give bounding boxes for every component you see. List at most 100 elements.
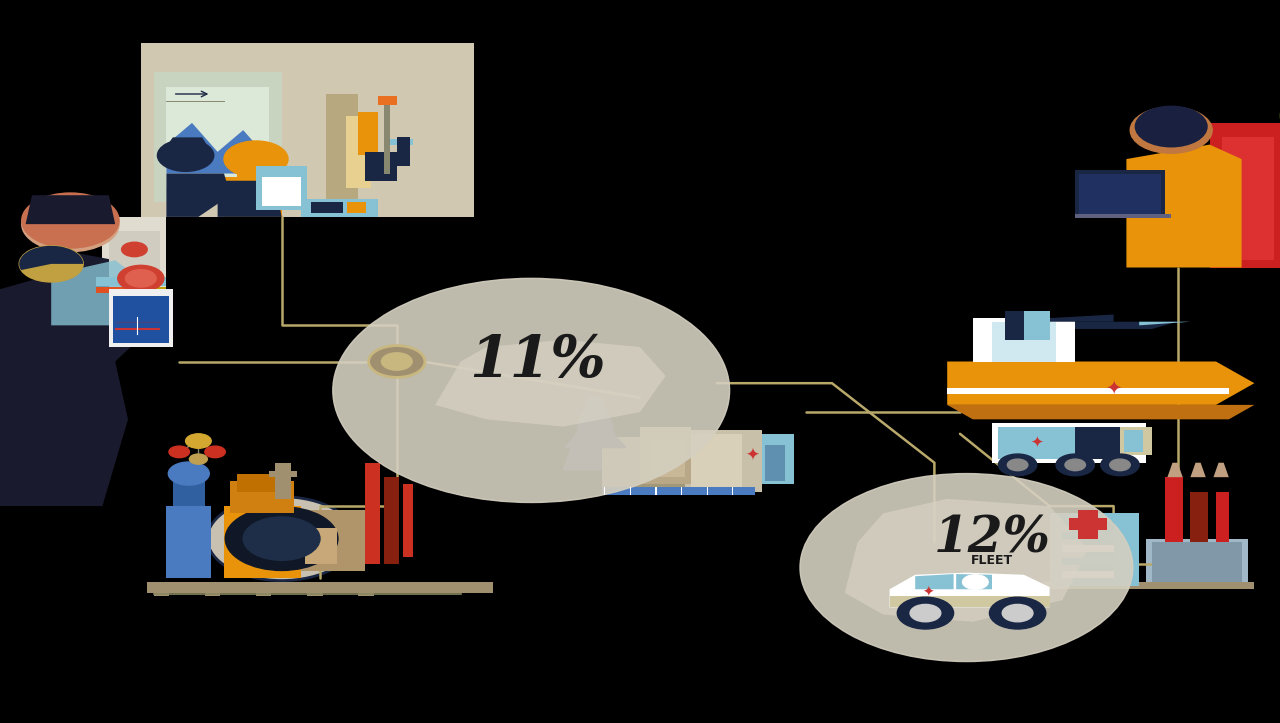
Bar: [384, 477, 399, 564]
Bar: [1078, 510, 1098, 539]
Bar: [390, 139, 413, 145]
Polygon shape: [890, 596, 1050, 607]
Bar: [224, 506, 301, 578]
Circle shape: [381, 353, 412, 370]
Bar: [154, 582, 169, 596]
Bar: [691, 434, 742, 492]
Bar: [378, 96, 397, 105]
Polygon shape: [890, 573, 1050, 607]
Bar: [397, 137, 410, 166]
Bar: [237, 474, 282, 492]
Circle shape: [157, 140, 214, 171]
Circle shape: [189, 454, 207, 464]
Bar: [326, 94, 358, 202]
Polygon shape: [237, 163, 275, 177]
Circle shape: [1065, 459, 1085, 471]
Bar: [762, 434, 794, 484]
Bar: [992, 423, 1146, 463]
Bar: [1024, 311, 1050, 340]
Polygon shape: [956, 574, 992, 589]
Polygon shape: [1167, 463, 1183, 477]
Bar: [1050, 513, 1139, 586]
Bar: [305, 528, 337, 564]
Bar: [358, 112, 378, 155]
Bar: [358, 582, 374, 596]
Bar: [1005, 311, 1043, 340]
Bar: [96, 277, 166, 286]
Circle shape: [910, 604, 941, 622]
Bar: [256, 166, 307, 210]
Circle shape: [169, 462, 209, 485]
Polygon shape: [1190, 463, 1206, 477]
Bar: [166, 506, 211, 578]
Circle shape: [205, 446, 225, 458]
Polygon shape: [576, 412, 614, 427]
Bar: [1146, 539, 1248, 586]
Bar: [256, 582, 271, 596]
Text: 12%: 12%: [933, 514, 1051, 563]
Circle shape: [1002, 604, 1033, 622]
Text: ✦: ✦: [922, 586, 934, 600]
Circle shape: [224, 141, 288, 177]
Bar: [269, 471, 297, 477]
Bar: [685, 430, 762, 492]
Circle shape: [1056, 454, 1094, 476]
Circle shape: [1130, 107, 1212, 153]
Bar: [109, 289, 173, 347]
Circle shape: [22, 197, 119, 252]
Bar: [134, 287, 166, 293]
Polygon shape: [435, 340, 666, 427]
Bar: [1222, 137, 1274, 260]
Bar: [173, 477, 205, 506]
Bar: [301, 510, 365, 571]
Bar: [275, 463, 291, 499]
Circle shape: [186, 434, 211, 448]
Wedge shape: [19, 246, 83, 270]
Bar: [681, 487, 682, 495]
Bar: [154, 72, 282, 202]
Bar: [1069, 518, 1107, 530]
Bar: [604, 487, 605, 495]
Circle shape: [122, 242, 147, 257]
Circle shape: [1110, 459, 1130, 471]
Bar: [141, 43, 474, 217]
Circle shape: [1101, 454, 1139, 476]
Circle shape: [989, 597, 1046, 629]
Bar: [655, 487, 657, 495]
Polygon shape: [166, 174, 230, 217]
Bar: [1124, 430, 1143, 452]
Bar: [301, 199, 378, 217]
Circle shape: [998, 454, 1037, 476]
Circle shape: [1007, 459, 1028, 471]
Polygon shape: [947, 405, 1254, 419]
Text: ✦: ✦: [1030, 435, 1043, 450]
Bar: [1043, 582, 1254, 589]
Bar: [166, 87, 269, 188]
Bar: [707, 487, 708, 495]
Bar: [732, 487, 733, 495]
Bar: [262, 177, 301, 206]
Bar: [602, 437, 691, 492]
Bar: [113, 296, 169, 343]
Polygon shape: [218, 181, 282, 217]
Bar: [384, 101, 390, 174]
Bar: [403, 484, 413, 557]
Bar: [1120, 427, 1152, 455]
Bar: [947, 388, 1229, 394]
Polygon shape: [1050, 315, 1114, 322]
Bar: [147, 582, 493, 593]
Bar: [1062, 545, 1114, 552]
Polygon shape: [915, 574, 954, 589]
Bar: [311, 202, 343, 213]
Bar: [102, 217, 166, 325]
Polygon shape: [51, 260, 154, 325]
Bar: [1075, 214, 1171, 218]
Polygon shape: [163, 137, 211, 152]
Bar: [1062, 571, 1114, 578]
Circle shape: [333, 278, 730, 502]
Circle shape: [125, 270, 156, 287]
Bar: [1062, 558, 1114, 565]
Text: 11%: 11%: [470, 333, 605, 390]
Bar: [1079, 174, 1161, 215]
Bar: [1075, 170, 1165, 217]
